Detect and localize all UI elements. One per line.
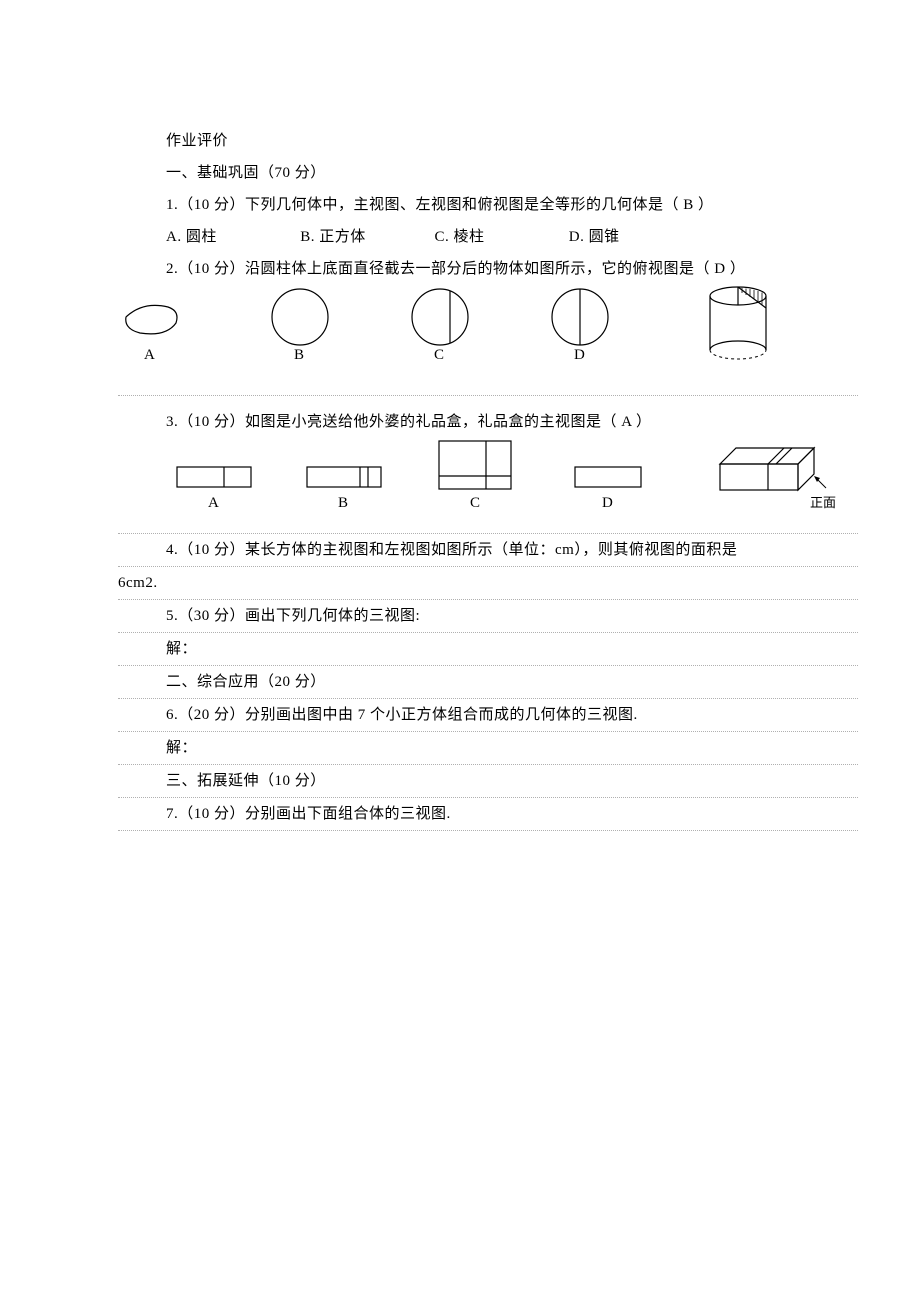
section1-heading: 一、基础巩固（70 分） <box>166 157 840 189</box>
page-title: 作业评价 <box>166 125 840 157</box>
q5-answer: 解： <box>118 633 858 666</box>
q1-opt-d: D. 圆锥 <box>569 221 620 253</box>
q2-label-b: B <box>294 347 304 364</box>
q3-front-label: 正面 <box>810 492 836 511</box>
q3-text: 3.（10 分）如图是小亮送给他外婆的礼品盒，礼品盒的主视图是（ A ） <box>166 406 840 438</box>
q1-opt-b: B. 正方体 <box>300 221 430 253</box>
q1-text: 1.（10 分）下列几何体中，主视图、左视图和俯视图是全等形的几何体是（ B ） <box>166 189 840 221</box>
q3-fig-b-icon <box>306 466 382 488</box>
q4-text-b: 6cm2. <box>118 567 858 600</box>
q4-text-a: 4.（10 分）某长方体的主视图和左视图如图所示（单位：cm），则其俯视图的面积… <box>118 534 858 567</box>
q2-label-d: D <box>574 347 585 364</box>
ruled-section: 4.（10 分）某长方体的主视图和左视图如图所示（单位：cm），则其俯视图的面积… <box>166 534 840 831</box>
q3-label-c: C <box>470 495 480 512</box>
q2-fig-cylinder-icon <box>698 280 778 364</box>
q6-answer: 解： <box>118 732 858 765</box>
q2-label-a: A <box>144 347 155 364</box>
q7-text: 7.（10 分）分别画出下面组合体的三视图. <box>118 798 858 831</box>
q2-figures: A B C D <box>118 285 840 395</box>
q3-label-a: A <box>208 495 219 512</box>
q2-label-c: C <box>434 347 444 364</box>
q6-text: 6.（20 分）分别画出图中由 7 个小正方体组合而成的几何体的三视图. <box>118 699 858 732</box>
section3-heading: 三、拓展延伸（10 分） <box>118 765 858 798</box>
q1-options: A. 圆柱 B. 正方体 C. 棱柱 D. 圆锥 <box>166 221 840 253</box>
q3-label-b: B <box>338 495 348 512</box>
q1-opt-c: C. 棱柱 <box>435 221 565 253</box>
q2-fig-a-icon <box>118 295 188 345</box>
q5-text: 5.（30 分）画出下列几何体的三视图: <box>118 600 858 633</box>
q3-figures: A B C D <box>166 438 840 533</box>
q3-fig-d-icon <box>574 466 642 488</box>
q2-fig-c-icon <box>408 285 472 349</box>
q3-fig-c-icon <box>438 440 512 490</box>
q3-label-d: D <box>602 495 613 512</box>
q2-fig-b-icon <box>268 285 332 349</box>
q3-fig-a-icon <box>176 466 252 488</box>
section2-heading: 二、综合应用（20 分） <box>118 666 858 699</box>
q1-opt-a: A. 圆柱 <box>166 221 296 253</box>
q2-fig-d-icon <box>548 285 612 349</box>
